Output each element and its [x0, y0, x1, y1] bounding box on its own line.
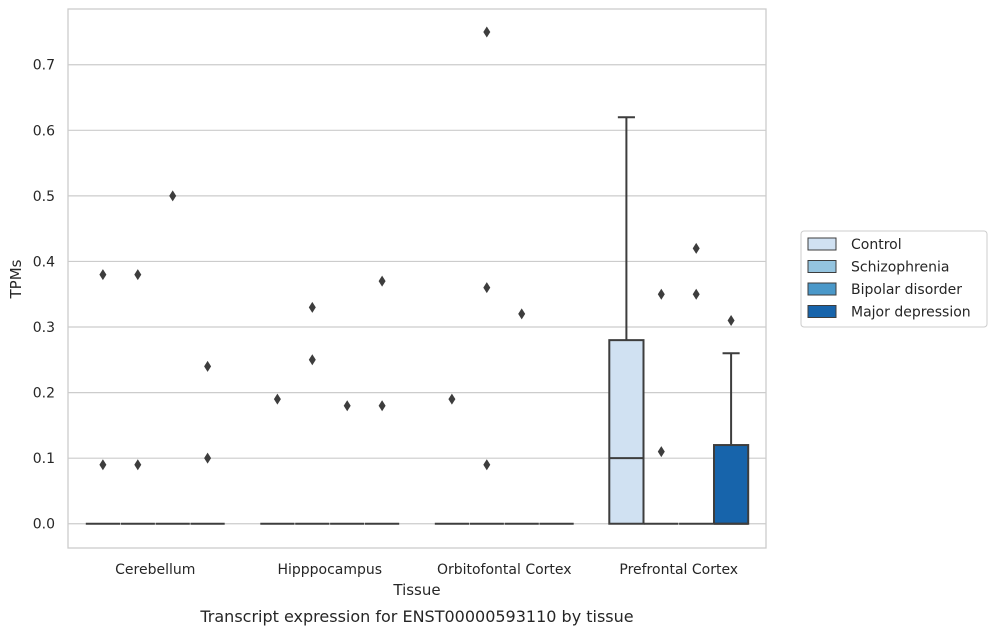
box-schizophrenia	[295, 301, 330, 525]
figure-caption: Transcript expression for ENST0000059311…	[199, 607, 633, 626]
box-major-depression	[190, 360, 225, 525]
outlier-point	[134, 459, 142, 471]
x-tick-labels: Cerebellum Hipppocampus Orbitofontal Corte…	[115, 562, 738, 578]
legend-label: Bipolar disorder	[851, 282, 962, 298]
outlier-point	[692, 242, 700, 254]
box-iqr	[608, 339, 645, 525]
legend-swatch	[807, 305, 837, 318]
box-bipolar-disorder	[504, 308, 539, 525]
gridlines	[68, 64, 766, 525]
outlier-point	[308, 301, 316, 313]
outlier-point	[692, 288, 700, 300]
box-bipolar-disorder	[330, 400, 365, 525]
x-axis-label: Tissue	[392, 581, 440, 599]
x-tick-label: Orbitofontal Cortex	[437, 562, 572, 578]
outlier-point	[343, 400, 351, 412]
box-control	[608, 116, 645, 525]
y-tick-label: 0.6	[33, 123, 55, 139]
box-schizophrenia	[469, 26, 504, 525]
x-tick-label: Prefrontal Cortex	[619, 562, 738, 578]
outlier-point	[378, 275, 386, 287]
y-tick-label: 0.4	[33, 254, 55, 270]
outlier-point	[134, 269, 142, 281]
y-axis-label: TPMs	[7, 259, 25, 299]
outlier-point	[378, 400, 386, 412]
y-tick-labels: 0.0 0.1 0.2 0.3 0.4 0.5 0.6 0.7	[33, 58, 55, 533]
x-tick-label: Hipppocampus	[277, 562, 382, 578]
outlier-point	[169, 190, 177, 202]
outlier-point	[657, 446, 665, 458]
legend-label: Major depression	[851, 305, 971, 321]
box-schizophrenia	[120, 269, 155, 525]
legend-swatch	[807, 237, 837, 251]
legend-label: Control	[851, 237, 902, 253]
legend-swatch	[807, 282, 837, 296]
box-control	[434, 393, 470, 525]
box-marks	[85, 26, 750, 525]
box-control	[260, 393, 295, 525]
outlier-point	[99, 459, 107, 471]
y-tick-label: 0.0	[33, 517, 55, 533]
outlier-point	[308, 354, 316, 366]
outlier-point	[204, 360, 212, 372]
outlier-point	[204, 452, 212, 464]
outlier-point	[727, 314, 735, 326]
y-tick-label: 0.2	[33, 386, 55, 402]
outlier-point	[657, 288, 665, 300]
outlier-point	[483, 459, 491, 471]
outlier-point	[483, 282, 491, 294]
plot-frame	[67, 8, 767, 549]
y-tick-label: 0.5	[33, 189, 55, 205]
outlier-point	[483, 26, 491, 38]
outlier-point	[518, 308, 526, 320]
box-bipolar-disorder	[679, 242, 714, 525]
box-schizophrenia	[644, 288, 679, 525]
x-tick-label: Cerebellum	[115, 562, 195, 578]
legend-swatch	[807, 260, 837, 273]
outlier-point	[448, 393, 456, 405]
outlier-point	[273, 393, 281, 405]
box-bipolar-disorder	[155, 190, 190, 525]
y-tick-label: 0.1	[33, 451, 55, 467]
legend: Control Schizophrenia Bipolar disorder Majo…	[800, 230, 988, 328]
legend-label: Schizophrenia	[851, 260, 949, 276]
box-iqr	[712, 444, 750, 525]
legend-frame	[800, 230, 988, 328]
y-tick-label: 0.7	[33, 58, 55, 74]
box-major-depression	[712, 314, 750, 525]
box-control	[85, 269, 121, 525]
box-major-depression	[364, 275, 400, 525]
y-tick-label: 0.3	[33, 320, 55, 336]
outlier-point	[99, 269, 107, 281]
